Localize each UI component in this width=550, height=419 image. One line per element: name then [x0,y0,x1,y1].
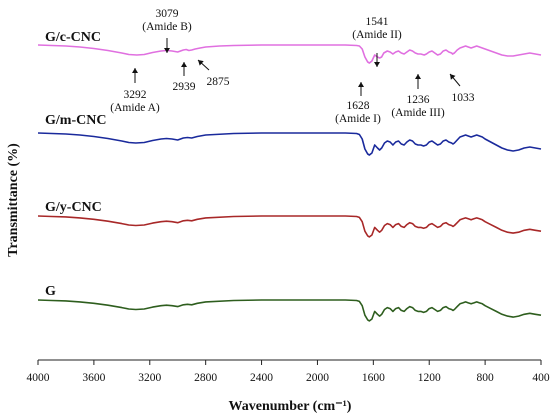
arrow-head [374,62,380,67]
annotation-2875: 2875 [197,59,230,88]
annotation-text: 1628 [347,100,370,112]
annotation-text: (Amide B) [142,21,192,33]
annotation-2939: 2939 [173,62,196,93]
x-tick-label: 2400 [250,372,273,384]
annotation-text: 1236 [407,94,430,106]
tick-layer: 4000 3600 3200 2800 2400 2000 1600 1200 800 400 [27,360,550,384]
arrow-head [181,62,187,67]
annotation-text: 3079 [156,8,179,20]
arrow-head [358,82,364,87]
series-label-layer: G/c-CNC G/m-CNC G/y-CNC G [45,30,106,299]
x-tick-label: 2800 [194,372,217,384]
arrow-head [132,68,138,73]
annotation-3292: 3292(Amide A) [110,68,160,114]
annotation-1541: 1541(Amide II) [352,16,402,67]
annotation-text: (Amide II) [352,29,402,41]
annotation-text: (Amide III) [391,107,444,119]
series-line-1 [37,132,542,156]
series-line-3 [37,299,542,322]
series-line-2 [37,215,542,238]
series-line-0 [37,44,542,64]
x-tick-label: 400 [532,372,550,384]
annotation-text: (Amide I) [335,113,381,125]
y-axis-title: Transmittance (%) [6,143,21,257]
series-label-0: G/c-CNC [45,30,101,45]
x-tick-label: 800 [476,372,494,384]
annotation-text: (Amide A) [110,102,160,114]
x-axis-title: Wavenumber (cm⁻¹) [229,399,352,414]
series-label-2: G/y-CNC [45,200,102,215]
x-tick-label: 4000 [27,372,50,384]
series-label-1: G/m-CNC [45,113,106,128]
x-tick-label: 1600 [362,372,385,384]
annotation-text: 3292 [124,89,147,101]
annotation-layer: 3292(Amide A)3079(Amide B)2939 28751541(A… [110,8,475,125]
annotation-text: 2939 [173,81,196,93]
series-layer [37,44,542,322]
arrow-head [164,48,170,53]
x-tick-label: 2000 [306,372,329,384]
x-tick-label: 1200 [418,372,441,384]
annotation-1628: 1628(Amide I) [335,82,381,125]
arrow-head [450,74,456,80]
arrow-head [198,60,204,66]
series-label-3: G [45,284,56,299]
annotation-text: 2875 [207,76,230,88]
x-tick-label: 3200 [138,372,161,384]
annotation-text: 1541 [366,16,389,28]
annotation-text: 1033 [452,92,475,104]
annotation-1033: 1033 [449,73,475,104]
arrow-head [415,74,421,79]
annotation-1236: 1236(Amide III) [391,74,445,119]
x-tick-label: 3600 [82,372,105,384]
annotation-3079: 3079(Amide B) [142,8,192,53]
